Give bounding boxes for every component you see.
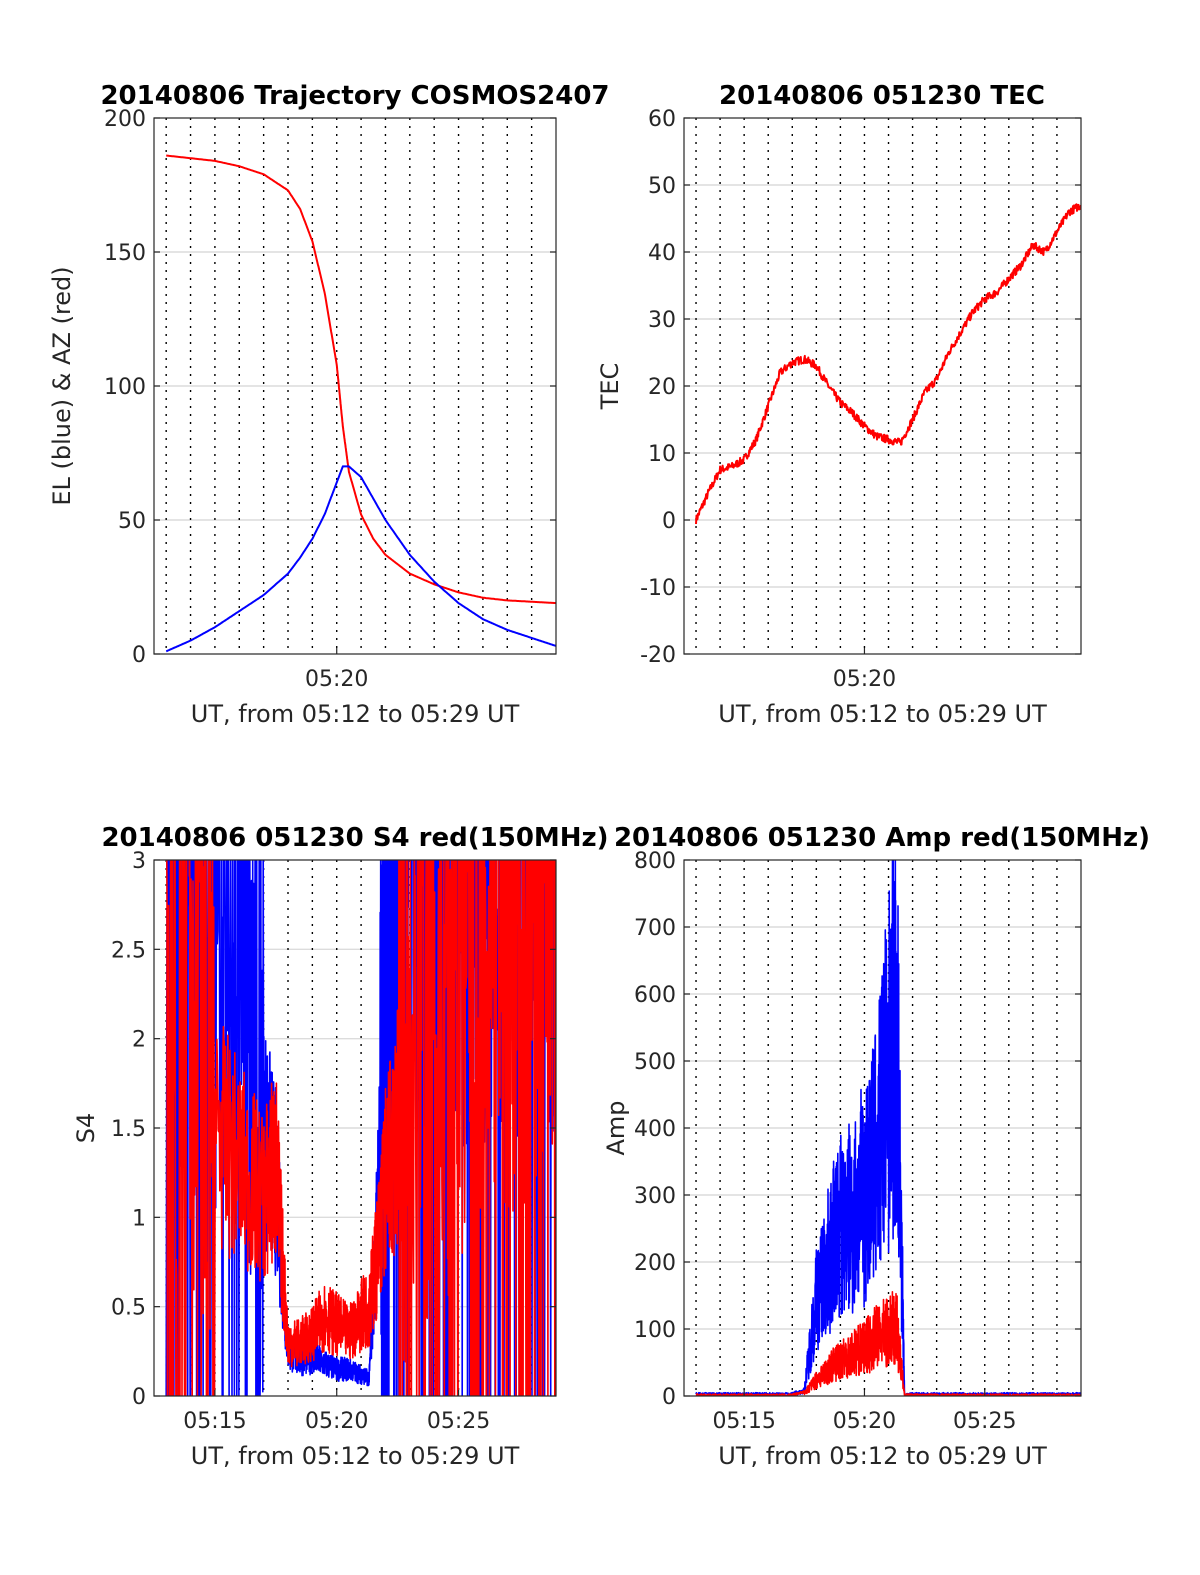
- chart-title: 20140806 051230 TEC: [719, 81, 1045, 111]
- x-axis-label: UT, from 05:12 to 05:29 UT: [718, 700, 1047, 728]
- x-tick-label: 05:15: [712, 1409, 775, 1434]
- y-tick-label: 400: [634, 1117, 676, 1142]
- trajectory-chart: 0 50 100 150 200 05:20 20140806 Trajectory COS…: [48, 81, 610, 728]
- plot-area: [695, 203, 1081, 525]
- y-tick-label: 700: [634, 916, 676, 941]
- y-tick-label: 2: [132, 1028, 146, 1053]
- x-tick-label: 05:15: [183, 1409, 246, 1434]
- y-tick-label: 0: [662, 509, 676, 534]
- y-axis-label: Amp: [602, 1100, 630, 1155]
- y-tick-label: 0: [132, 643, 146, 668]
- chart-title: 20140806 Trajectory COSMOS2407: [100, 81, 609, 111]
- y-tick-label: 800: [634, 849, 676, 874]
- y-tick-label: 0: [662, 1385, 676, 1410]
- y-tick-label: 600: [634, 983, 676, 1008]
- x-axis-label: UT, from 05:12 to 05:29 UT: [191, 700, 520, 728]
- y-axis-label: EL (blue) & AZ (red): [48, 266, 76, 505]
- x-tick-label: 05:20: [833, 667, 896, 692]
- y-tick-label: 200: [104, 107, 146, 132]
- y-axis-label: TEC: [596, 363, 624, 411]
- x-tick-label: 05:20: [305, 1409, 368, 1434]
- plot-area: [165, 154, 556, 653]
- y-tick-label: 0: [132, 1385, 146, 1410]
- y-tick-label: 300: [634, 1184, 676, 1209]
- y-tick-label: 40: [648, 241, 676, 266]
- y-tick-label: 500: [634, 1050, 676, 1075]
- y-tick-label: 2.5: [111, 938, 146, 963]
- s4-chart: 0 0.5 1 1.5 2 2.5 3 05:15 05:20 05:25 20140806 051…: [72, 823, 609, 1470]
- y-tick-label: 0.5: [111, 1296, 146, 1321]
- amp-series-red-line: [695, 1291, 1081, 1396]
- tec-chart: -20 -10 0 10 20 30 40 50 60 05:20 20140806 051230 …: [596, 81, 1082, 728]
- y-tick-label: 100: [634, 1318, 676, 1343]
- y-tick-label: 100: [104, 375, 146, 400]
- tec-series-red-line: [695, 203, 1081, 525]
- y-tick-label: -20: [640, 643, 676, 668]
- s4-series-blue-line: [165, 860, 556, 1396]
- x-tick-label: 05:20: [833, 1409, 896, 1434]
- y-tick-label: 20: [648, 375, 676, 400]
- amp-chart: 0 100 200 300 400 500 600 700 800 05:15 05:20 05:25…: [602, 823, 1150, 1470]
- y-tick-label: 60: [648, 107, 676, 132]
- y-tick-label: 3: [132, 849, 146, 874]
- y-tick-label: 10: [648, 442, 676, 467]
- y-tick-label: 1.5: [111, 1117, 146, 1142]
- y-tick-label: 50: [648, 174, 676, 199]
- y-tick-label: 50: [118, 509, 146, 534]
- x-axis-label: UT, from 05:12 to 05:29 UT: [718, 1442, 1047, 1470]
- y-tick-label: 30: [648, 308, 676, 333]
- plot-area: [165, 860, 556, 1396]
- y-tick-label: 150: [104, 241, 146, 266]
- s4-series-red-line: [165, 860, 556, 1396]
- y-tick-label: -10: [640, 576, 676, 601]
- plot-area: [695, 860, 1081, 1396]
- x-tick-label: 05:25: [427, 1409, 490, 1434]
- x-axis-label: UT, from 05:12 to 05:29 UT: [191, 1442, 520, 1470]
- chart-title: 20140806 051230 S4 red(150MHz): [101, 823, 608, 853]
- x-tick-label: 05:25: [953, 1409, 1016, 1434]
- x-tick-label: 05:20: [305, 667, 368, 692]
- trajectory-series-blue-line: [165, 465, 556, 653]
- chart-title: 20140806 051230 Amp red(150MHz): [614, 823, 1150, 853]
- trajectory-series-red-line: [166, 154, 556, 605]
- y-tick-label: 200: [634, 1251, 676, 1276]
- y-tick-label: 1: [132, 1206, 146, 1231]
- y-axis-label: S4: [72, 1113, 100, 1144]
